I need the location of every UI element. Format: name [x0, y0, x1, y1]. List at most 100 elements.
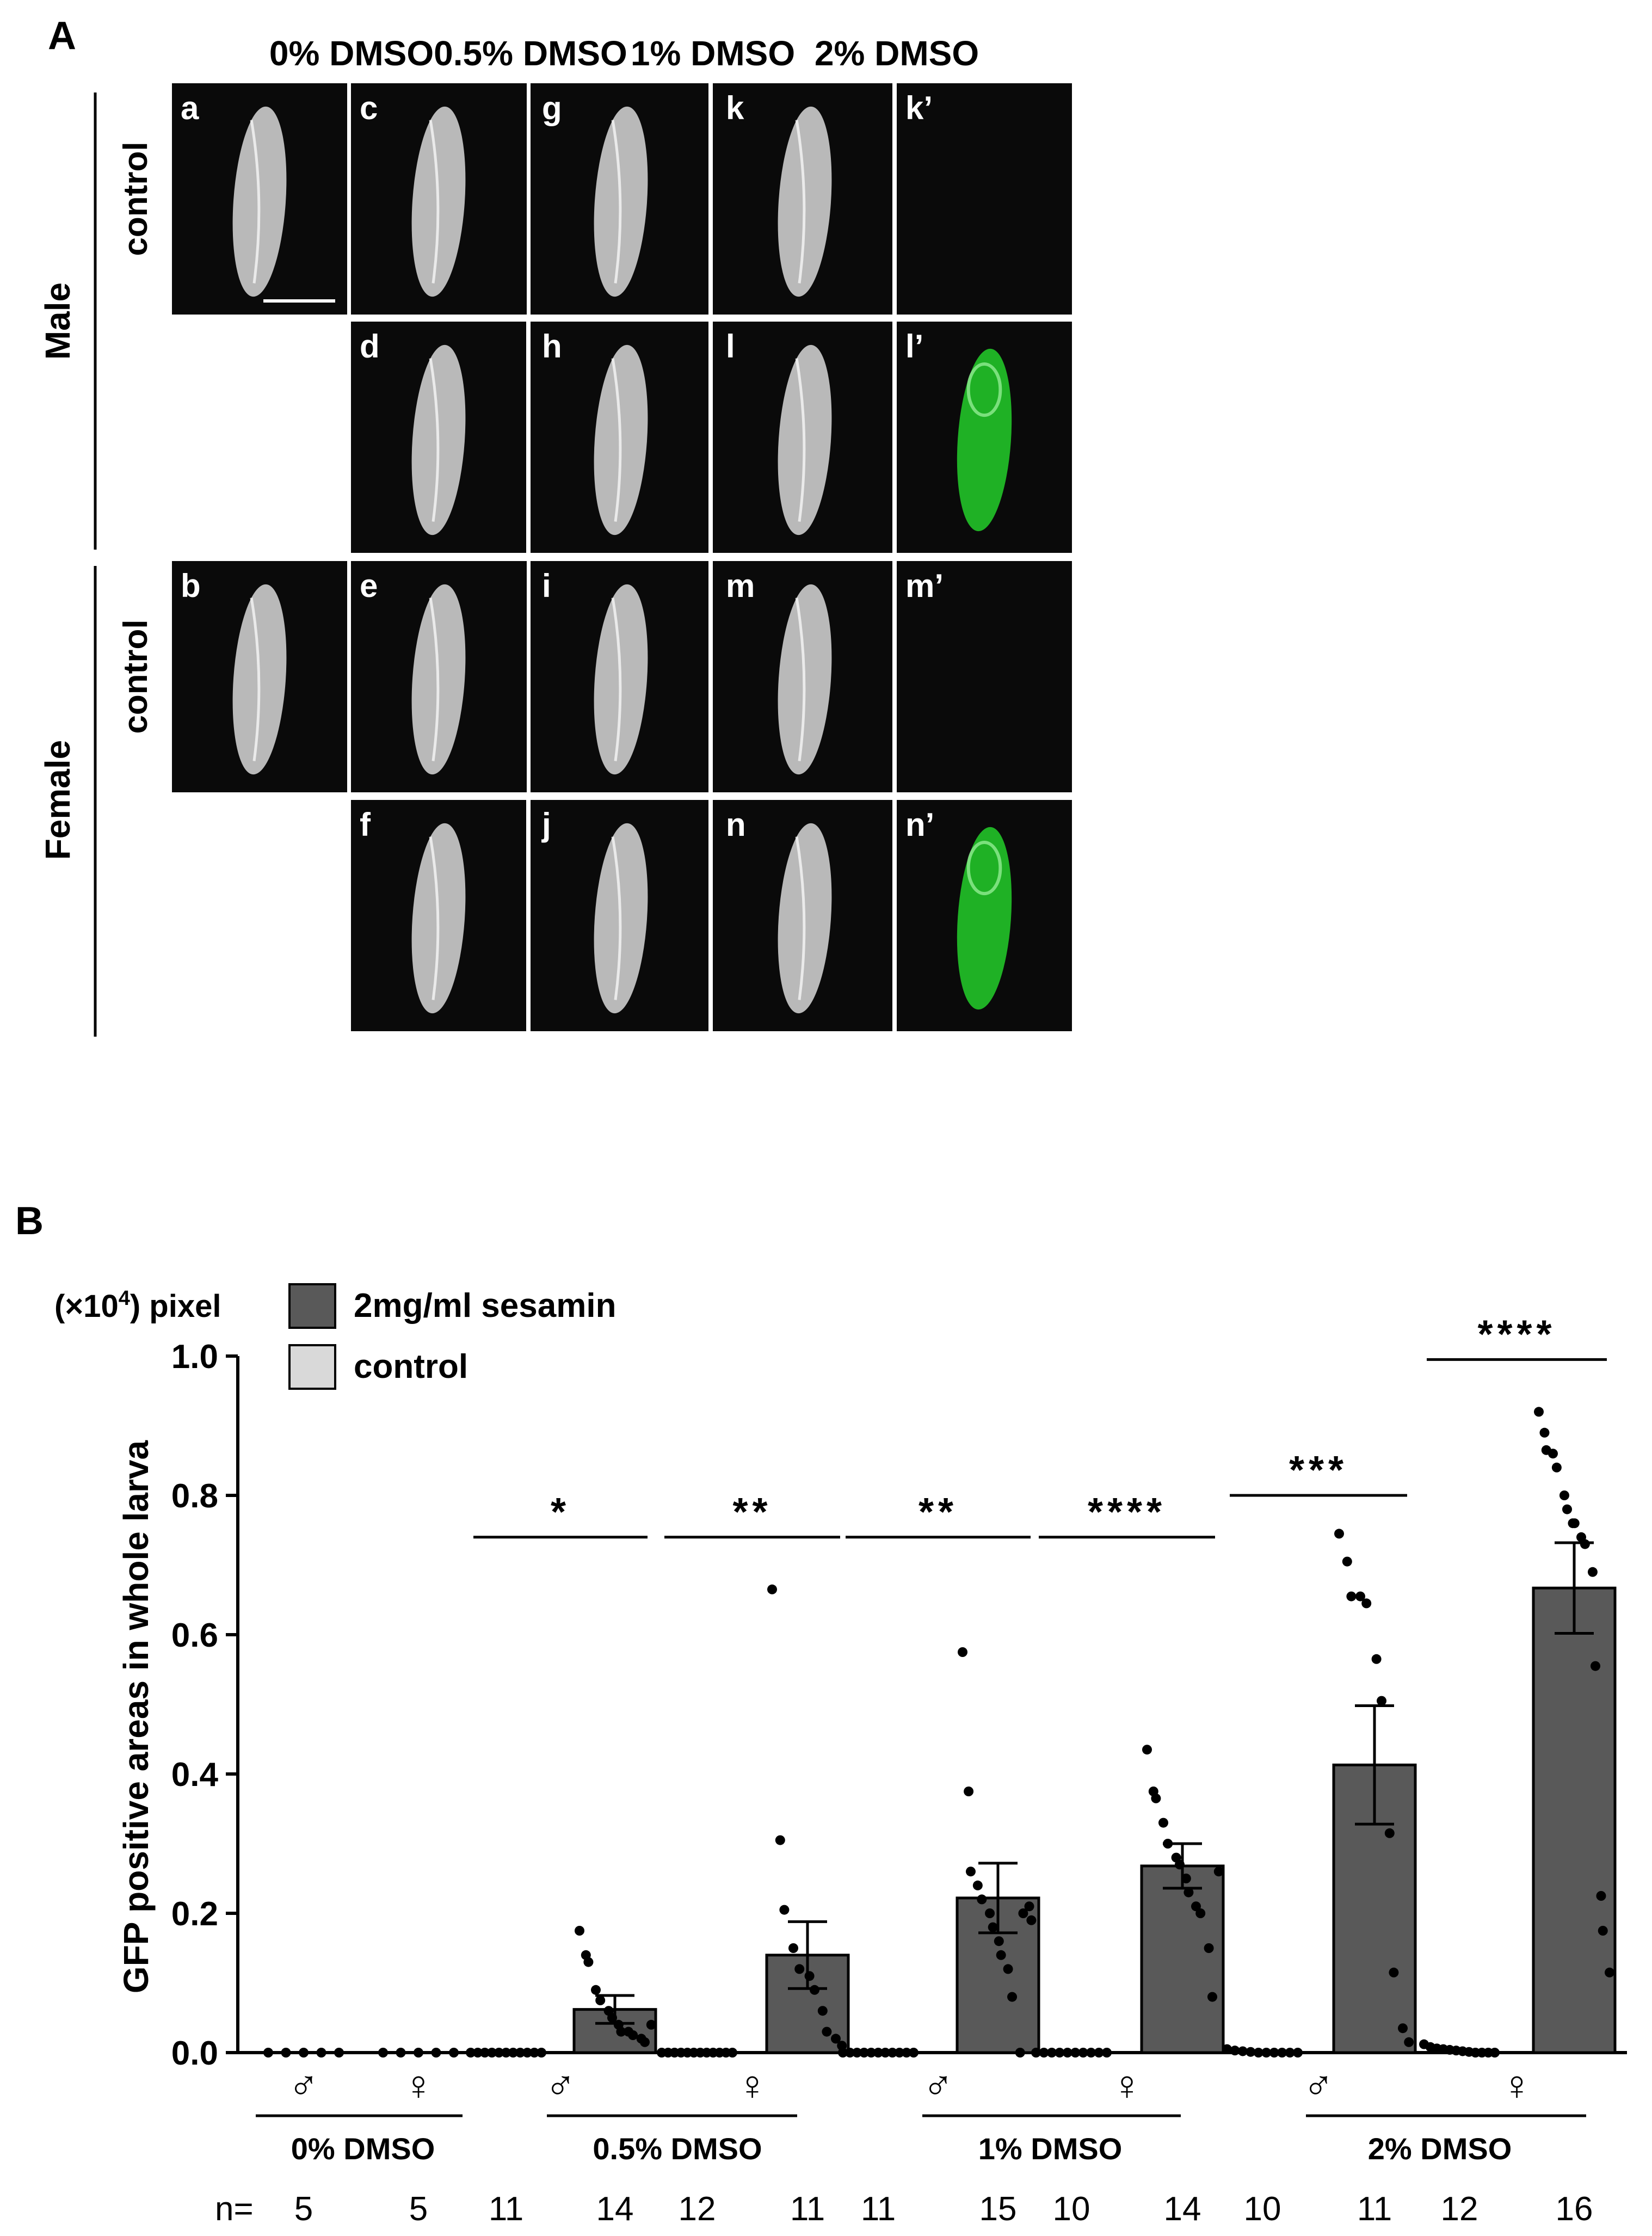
- sesamin-data-point: [628, 2030, 638, 2040]
- row-label-control: control: [117, 619, 155, 734]
- control-data-point: [396, 2048, 406, 2058]
- sesamin-data-point: [804, 1971, 815, 1981]
- brightfield-tile: a: [172, 83, 347, 315]
- n-count: 12: [679, 2190, 716, 2228]
- larva-trachea: [611, 836, 622, 1000]
- larva-trachea: [611, 598, 622, 761]
- tile-label: b: [181, 568, 201, 604]
- larva-trachea: [611, 358, 622, 522]
- control-data-point: [281, 2048, 291, 2058]
- control-data-point: [473, 2048, 483, 2058]
- row-label-control: control: [117, 141, 155, 256]
- control-data-point: [1222, 2044, 1232, 2054]
- sesamin-data-point: [985, 1908, 995, 1918]
- legend-swatch: [288, 1283, 336, 1329]
- sesamin-data-point: [1587, 1567, 1598, 1577]
- micrograph-grid: aa’cc’gg’kk’dd’hh’ll’bb’ee’ii’mm’ff’jj’n…: [172, 83, 1072, 1031]
- significance-stars: ****: [1477, 1313, 1556, 1356]
- sesamin-data-point: [1175, 1859, 1185, 1870]
- sesamin-data-point: [1191, 1901, 1201, 1912]
- sesamin-data-point: [1151, 1793, 1161, 1803]
- n-count: 14: [596, 2190, 634, 2228]
- control-data-point: [263, 2048, 273, 2058]
- brightfield-tile: l: [717, 322, 892, 553]
- sesamin-data-point: [640, 2037, 650, 2047]
- control-data-point: [1086, 2048, 1096, 2058]
- sesamin-data-point: [1598, 1926, 1608, 1936]
- dmso-column-header: 0.5% DMSO: [434, 34, 627, 73]
- control-data-point: [508, 2048, 518, 2058]
- tile-background: [897, 561, 1072, 792]
- control-data-point: [1490, 2048, 1500, 2058]
- sesamin-data-point: [810, 1985, 819, 1995]
- control-data-point: [1031, 2048, 1041, 2058]
- sesamin-data-point: [1569, 1518, 1580, 1529]
- control-data-point: [299, 2048, 309, 2058]
- brightfield-tile: i: [533, 561, 708, 792]
- brightfield-tile: f: [351, 800, 526, 1031]
- tile-label: l: [726, 328, 735, 365]
- larva-trachea: [250, 598, 261, 761]
- brightfield-tile: k: [717, 83, 892, 315]
- sesamin-data-point: [646, 2019, 656, 2030]
- y-axis-label: GFP positive areas in whole larva: [116, 1440, 156, 1994]
- brightfield-tile: d: [351, 322, 526, 553]
- male-symbol: ♂: [545, 2062, 576, 2109]
- control-data-point: [501, 2048, 511, 2058]
- sesamin-data-point: [1181, 1874, 1191, 1883]
- gfp-tile: m’: [897, 561, 1072, 792]
- dmso-column-header: 0% DMSO: [269, 34, 434, 73]
- control-data-point: [480, 2048, 490, 2058]
- sesamin-data-point: [1361, 1598, 1372, 1609]
- control-data-point: [316, 2048, 326, 2058]
- tile-label: n’: [905, 806, 934, 843]
- male-symbol: ♂: [288, 2062, 319, 2109]
- control-data-point: [515, 2048, 525, 2058]
- sesamin-data-point: [964, 1787, 974, 1796]
- larva-trachea: [795, 120, 806, 284]
- sesamin-data-point: [965, 1867, 976, 1877]
- control-data-point: [895, 2048, 904, 2058]
- gfp-highlight: [966, 362, 1002, 417]
- control-data-point: [1062, 2048, 1072, 2058]
- gfp-tile: k’: [897, 83, 1072, 315]
- sesamin-data-point: [775, 1835, 785, 1845]
- control-data-point: [494, 2048, 504, 2058]
- female-symbol: ♀: [1501, 2062, 1532, 2109]
- sesamin-data-point: [1591, 1661, 1600, 1671]
- n-count: 16: [1556, 2190, 1593, 2228]
- sesamin-bar: [1140, 1864, 1225, 2054]
- sesamin-data-point: [1003, 1964, 1013, 1974]
- female-symbol: ♀: [737, 2062, 768, 2109]
- sesamin-data-point: [1605, 1967, 1614, 1978]
- male-symbol: ♂: [1303, 2062, 1334, 2109]
- tile-label: f: [360, 806, 371, 843]
- legend-label: control: [354, 1348, 468, 1385]
- control-data-point: [1293, 2048, 1303, 2058]
- group-label: 0% DMSO: [291, 2132, 435, 2166]
- larva-trachea: [250, 120, 261, 284]
- tile-label: m’: [905, 568, 944, 604]
- control-data-point: [529, 2048, 539, 2058]
- n-count: 15: [979, 2190, 1017, 2228]
- larva-trachea: [429, 358, 440, 522]
- tile-label: e: [360, 568, 378, 604]
- male-symbol: ♂: [923, 2062, 954, 2109]
- control-data-point: [1094, 2048, 1104, 2058]
- brightfield-tile: e: [351, 561, 526, 792]
- sex-label-female: Female: [38, 740, 77, 860]
- brightfield-tile: h: [533, 322, 708, 553]
- control-data-point: [466, 2048, 476, 2058]
- sesamin-data-point: [1377, 1696, 1386, 1706]
- tile-label: n: [726, 806, 746, 843]
- y-tick-label: 0.4: [171, 1756, 219, 1794]
- control-data-point: [873, 2048, 883, 2058]
- control-data-point: [1039, 2048, 1049, 2058]
- sesamin-data-point: [817, 2006, 828, 2016]
- brightfield-tile: m: [717, 561, 892, 792]
- n-count: 11: [861, 2190, 896, 2228]
- sesamin-data-point: [1346, 1591, 1357, 1601]
- control-data-point: [1230, 2046, 1240, 2056]
- panel-a-letter: A: [48, 14, 76, 58]
- control-data-point: [1285, 2048, 1295, 2058]
